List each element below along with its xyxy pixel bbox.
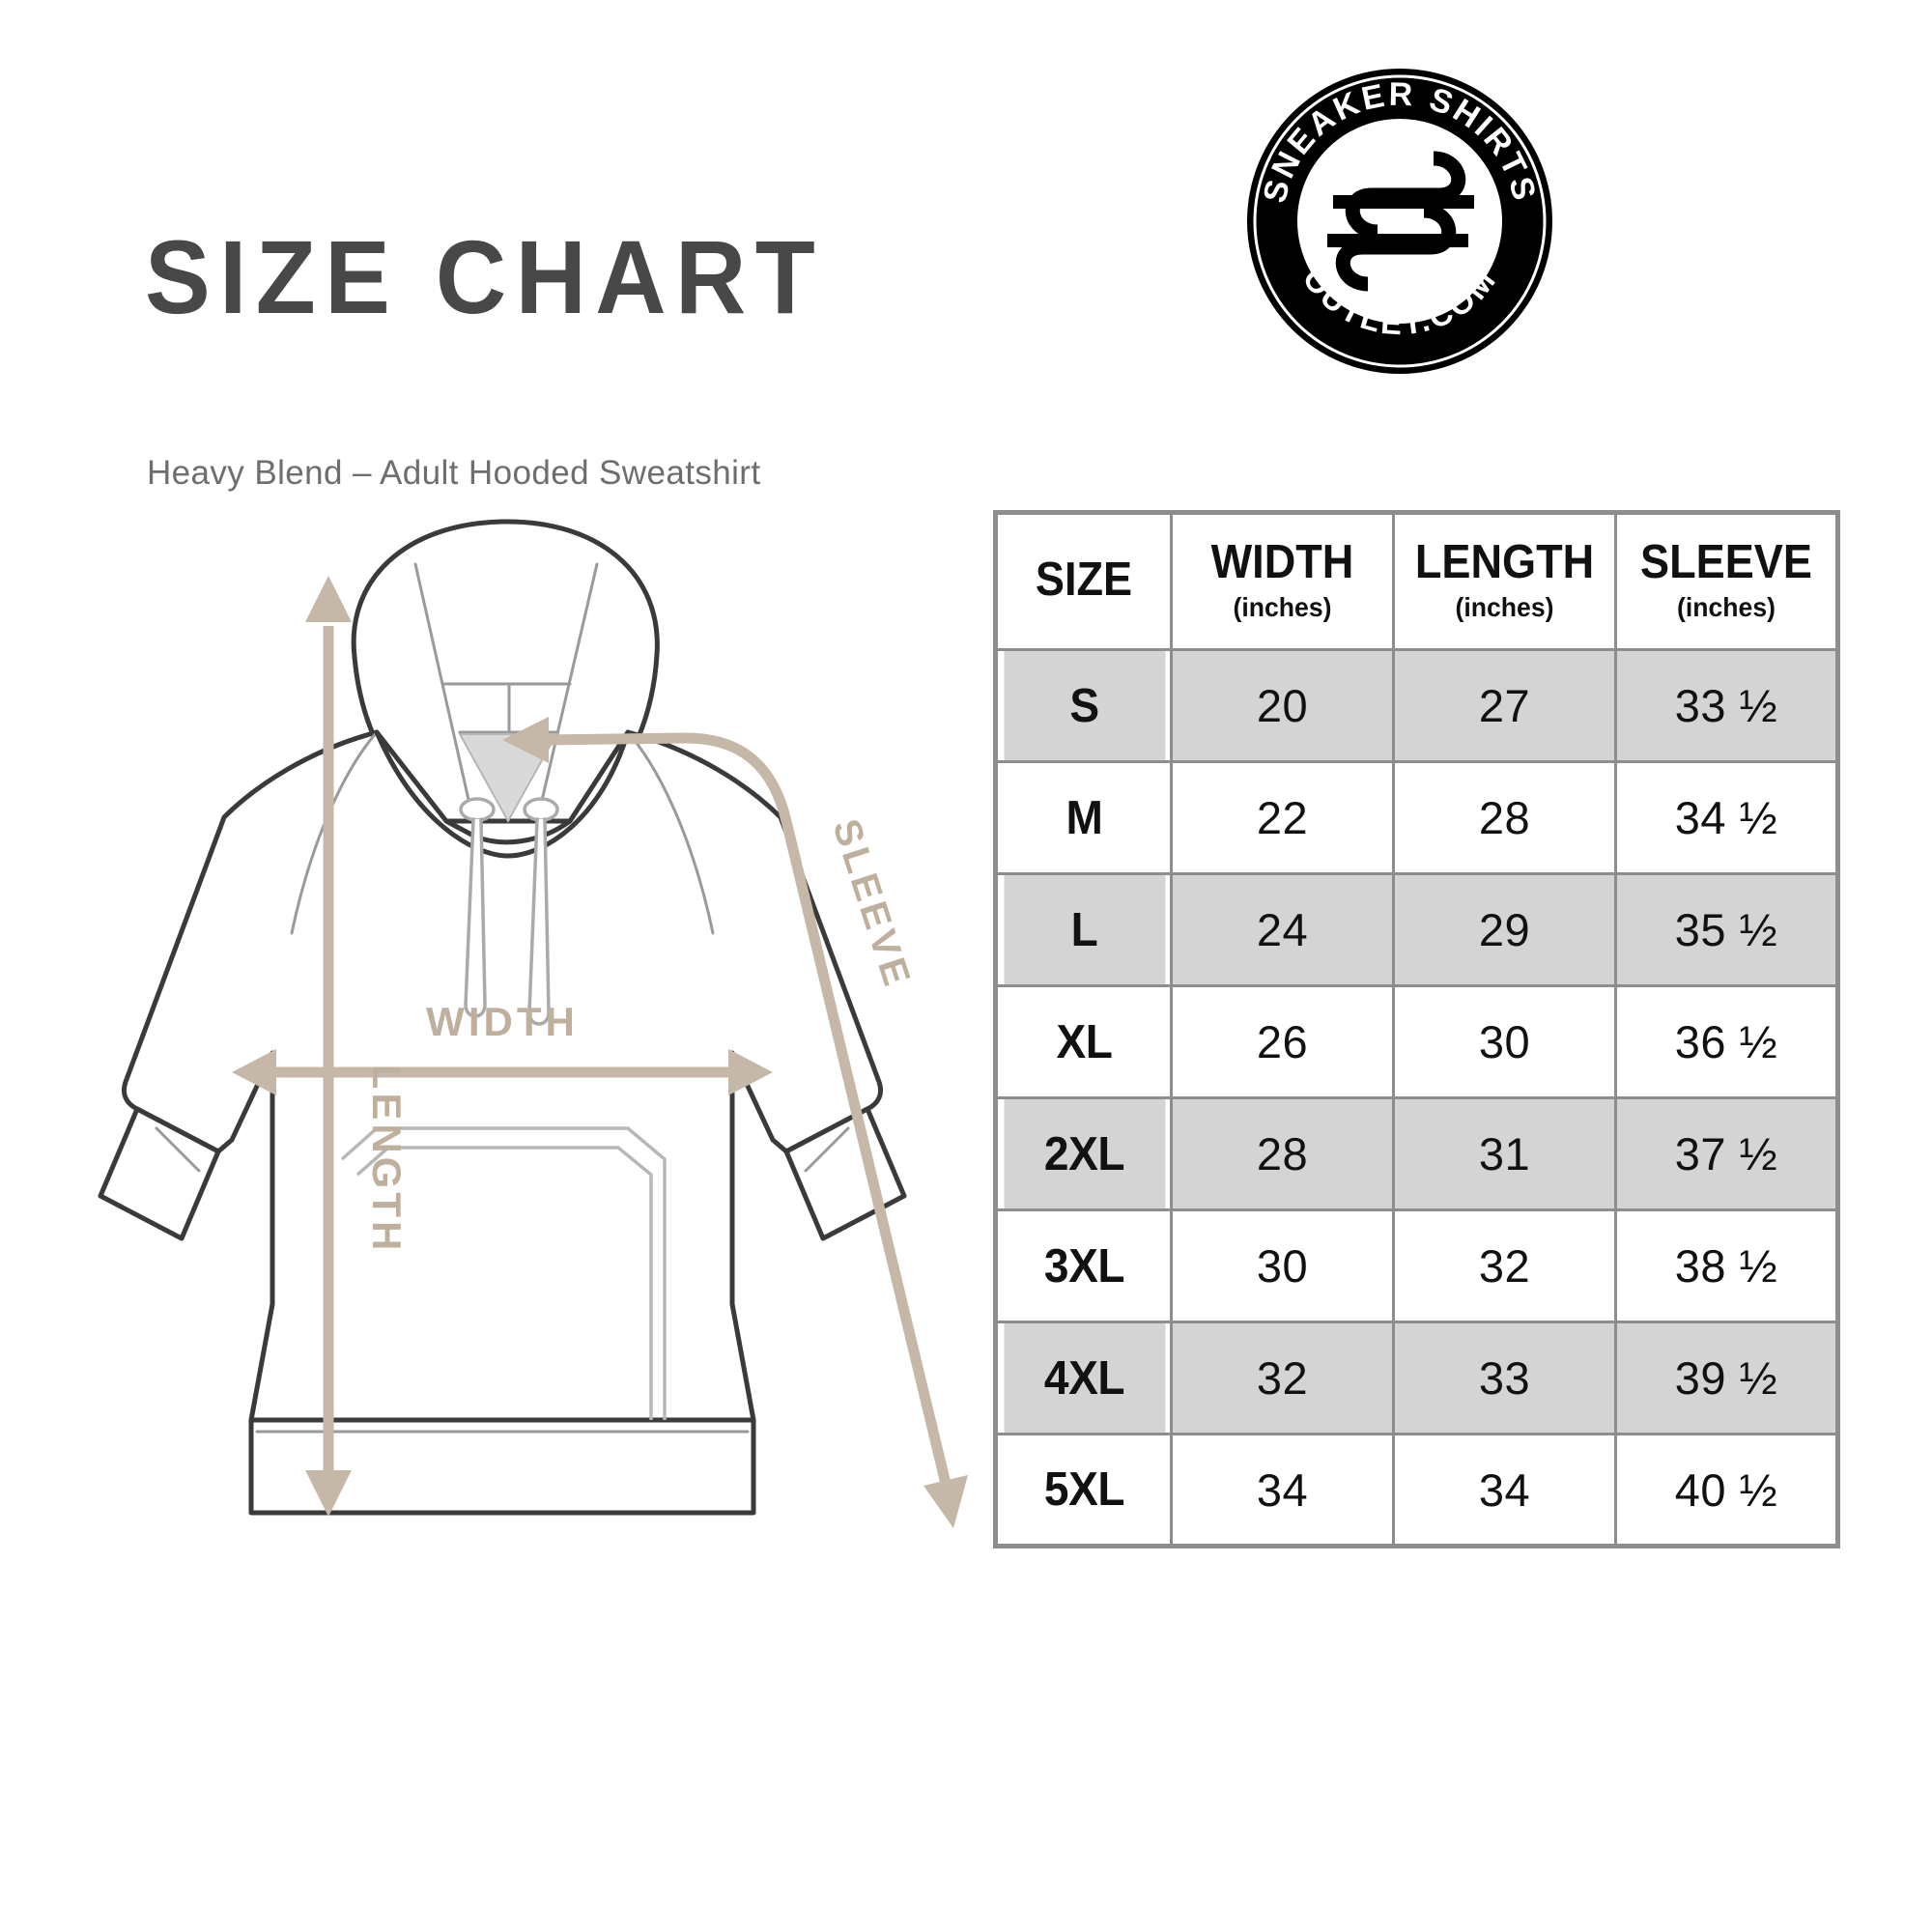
cell-length: 27	[1392, 648, 1617, 763]
cell-size: 3XL	[999, 1208, 1168, 1323]
cell-length: 32	[1392, 1208, 1617, 1323]
sleeve-arrow	[502, 717, 968, 1528]
column-header-size: SIZE	[994, 511, 1173, 651]
cell-length: 33	[1392, 1321, 1617, 1435]
width-arrow	[232, 1049, 773, 1095]
table-row: 3XL 30 32 38 ½	[996, 1208, 1839, 1323]
cell-width: 20	[1170, 648, 1395, 763]
column-header-width: WIDTH (inches)	[1170, 511, 1395, 651]
cell-sleeve: 34 ½	[1614, 760, 1839, 875]
column-header-size-main: SIZE	[1035, 553, 1133, 606]
cell-length: 29	[1392, 872, 1617, 987]
column-header-sleeve-sub: (inches)	[1676, 592, 1776, 622]
cell-length: 34	[1392, 1433, 1617, 1548]
column-header-width-sub: (inches)	[1233, 592, 1332, 622]
cell-sleeve: 35 ½	[1614, 872, 1839, 987]
column-header-sleeve-main: SLEEVE	[1640, 536, 1812, 588]
cell-sleeve: 37 ½	[1614, 1096, 1839, 1211]
table-row: XL 26 30 36 ½	[996, 984, 1839, 1099]
cell-size: L	[999, 872, 1168, 987]
brand-logo: SNEAKER SHIRTS OUTLET.COM	[1244, 66, 1555, 377]
cell-length: 31	[1392, 1096, 1617, 1211]
cell-width: 32	[1170, 1321, 1395, 1435]
length-arrow	[305, 576, 352, 1517]
cell-width: 24	[1170, 872, 1395, 987]
logo-badge-icon: SNEAKER SHIRTS OUTLET.COM	[1247, 69, 1552, 374]
cell-size: 5XL	[999, 1433, 1168, 1548]
width-label: WIDTH	[426, 999, 579, 1044]
cell-size: S	[999, 648, 1168, 763]
logo-monogram-icon	[1327, 151, 1474, 292]
kangaroo-pocket	[340, 1126, 667, 1420]
cell-width: 34	[1170, 1433, 1395, 1548]
cell-sleeve: 40 ½	[1614, 1433, 1839, 1548]
cell-size: 4XL	[999, 1321, 1168, 1435]
size-table: SIZE WIDTH (inches) LENGTH (inches) SLEE…	[993, 510, 1840, 1548]
cell-length: 30	[1392, 984, 1617, 1099]
cell-width: 30	[1170, 1208, 1395, 1323]
column-header-length-sub: (inches)	[1455, 592, 1554, 622]
table-row: 2XL 28 31 37 ½	[996, 1096, 1839, 1211]
table-row: L 24 29 35 ½	[996, 872, 1839, 987]
length-label: LENGTH	[364, 1065, 410, 1255]
column-header-length: LENGTH (inches)	[1392, 511, 1617, 651]
cell-sleeve: 39 ½	[1614, 1321, 1839, 1435]
table-row: M 22 28 34 ½	[996, 760, 1839, 875]
hoodie-diagram: WIDTH LENGTH SLEEVE	[87, 502, 985, 1555]
cell-size: XL	[999, 984, 1168, 1099]
cell-width: 22	[1170, 760, 1395, 875]
neckline	[374, 729, 631, 859]
page-title: SIZE CHART	[145, 218, 825, 335]
table-header-row: SIZE WIDTH (inches) LENGTH (inches) SLEE…	[994, 511, 1839, 651]
column-header-sleeve: SLEEVE (inches)	[1614, 511, 1839, 651]
cell-sleeve: 33 ½	[1614, 648, 1839, 763]
cell-sleeve: 36 ½	[1614, 984, 1839, 1099]
page-subtitle: Heavy Blend – Adult Hooded Sweatshirt	[147, 454, 761, 492]
column-header-length-main: LENGTH	[1414, 536, 1595, 588]
cell-size: M	[999, 760, 1168, 875]
cell-size: 2XL	[999, 1096, 1168, 1211]
size-table-container: SIZE WIDTH (inches) LENGTH (inches) SLEE…	[993, 510, 1840, 1548]
cell-sleeve: 38 ½	[1614, 1208, 1839, 1323]
column-header-width-main: WIDTH	[1210, 536, 1354, 588]
table-row: S 20 27 33 ½	[996, 648, 1839, 763]
table-row: 4XL 32 33 39 ½	[996, 1321, 1839, 1435]
cell-length: 28	[1392, 760, 1617, 875]
hood-opening-fill	[458, 733, 558, 824]
cell-width: 26	[1170, 984, 1395, 1099]
drawstrings	[459, 797, 559, 1026]
cell-width: 28	[1170, 1096, 1395, 1211]
table-row: 5XL 34 34 40 ½	[996, 1433, 1839, 1548]
title-block: SIZE CHART	[145, 218, 879, 335]
